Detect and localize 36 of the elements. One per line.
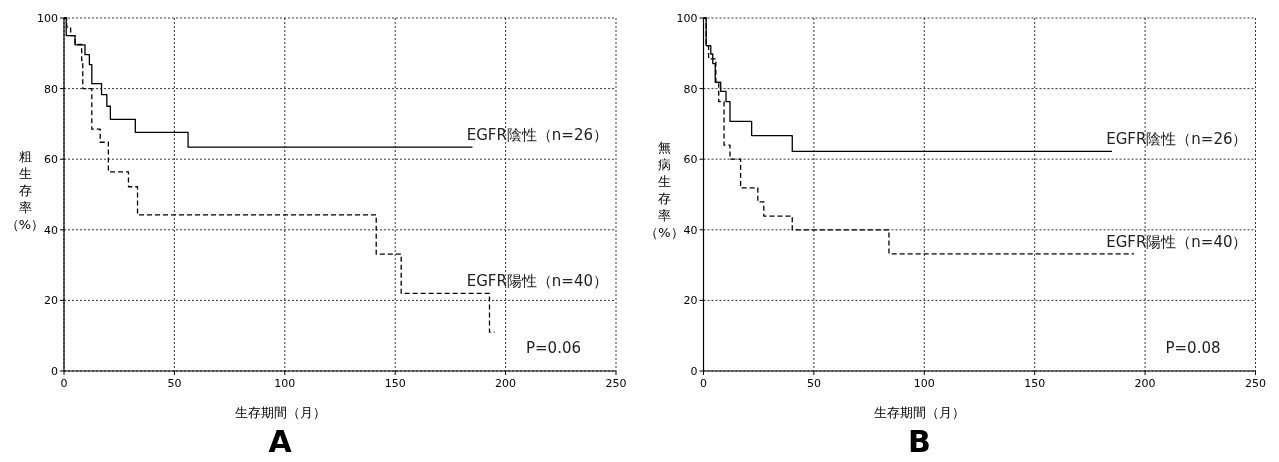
y-tick-label: 40 (683, 223, 698, 237)
x-tick-label: 100 (274, 377, 296, 390)
x-axis-title: 生存期間（月） (234, 405, 326, 420)
series-label: EGFR陽性（n=40） (1106, 232, 1248, 251)
y-axis-title: 粗生存率（%） (5, 148, 45, 232)
x-axis-title: 生存期間（月） (874, 405, 965, 420)
x-tick-label: 200 (1134, 377, 1156, 390)
text: B (908, 424, 931, 459)
series-label: EGFR陰性（n=26） (466, 126, 608, 145)
y-tick-label: 20 (683, 294, 698, 308)
x-tick-label: 0 (700, 377, 707, 390)
x-tick-label: 50 (806, 377, 821, 390)
y-tick-label: 20 (44, 294, 58, 308)
x-tick-label: 250 (605, 377, 627, 390)
y-axis-title: 無病生存率（%） (645, 140, 684, 240)
x-tick-label: 50 (167, 377, 182, 390)
text: A (268, 424, 293, 459)
series-label: EGFR陰性（n=26） (1106, 130, 1248, 149)
series-label: EGFR陽性（n=40） (466, 272, 608, 291)
y-tick-label: 0 (690, 365, 698, 378)
x-tick-label: 0 (60, 377, 68, 390)
annotation: P=0.06 (525, 339, 581, 357)
y-tick-label: 100 (37, 12, 58, 25)
y-tick-label: 100 (676, 12, 698, 25)
y-tick-label: 60 (683, 153, 698, 167)
x-tick-label: 100 (913, 377, 935, 390)
y-tick-label: 0 (51, 365, 58, 378)
y-tick-label: 40 (44, 223, 58, 237)
x-tick-label: 200 (495, 377, 517, 390)
y-tick-label: 60 (44, 153, 58, 167)
x-tick-label: 150 (384, 377, 406, 390)
x-tick-label: 250 (1245, 377, 1266, 390)
annotation: P=0.08 (1165, 339, 1221, 357)
y-tick-label: 80 (44, 82, 58, 96)
y-tick-label: 80 (683, 82, 698, 96)
x-tick-label: 150 (1024, 377, 1046, 390)
